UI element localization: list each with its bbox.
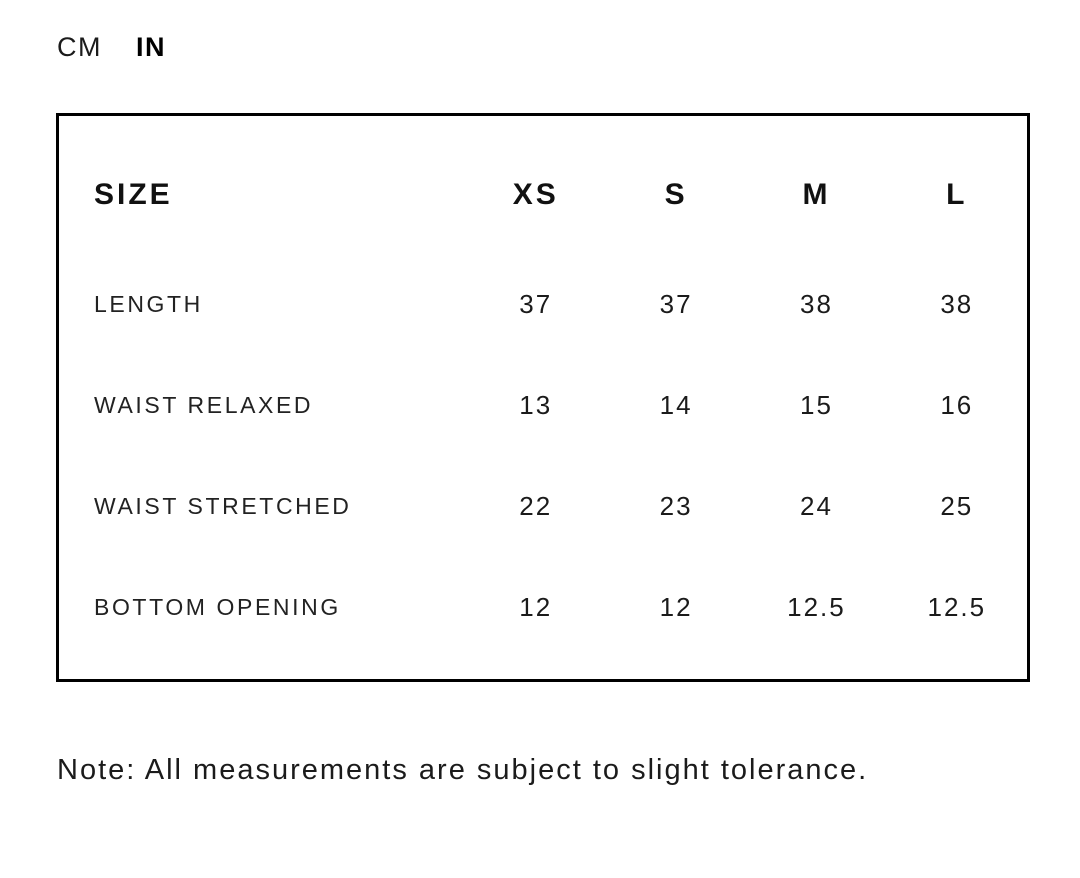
size-chart: SIZE XS S M L LENGTH 37 37 38 38 WAIST RELAXED 13 1… <box>56 113 1030 682</box>
table-row: BOTTOM OPENING 12 12 12.5 12.5 <box>59 557 1027 678</box>
measurement-value: 12.5 <box>927 592 987 622</box>
table-row: WAIST STRETCHED 22 23 24 25 <box>59 456 1027 557</box>
header-row: SIZE XS S M L <box>59 116 1027 254</box>
measurement-value: 23 <box>659 491 693 521</box>
column-header-xs: XS <box>512 178 559 211</box>
measurement-value: 12 <box>659 592 693 622</box>
measurement-value: 37 <box>659 289 693 319</box>
column-header-s: S <box>664 178 688 211</box>
size-table: SIZE XS S M L LENGTH 37 37 38 38 WAIST RELAXED 13 1… <box>59 116 1027 678</box>
measurement-value: 24 <box>799 491 833 521</box>
measurement-value: 13 <box>519 390 553 420</box>
row-label: WAIST STRETCHED <box>94 493 352 519</box>
row-label: WAIST RELAXED <box>94 392 314 418</box>
size-table-body: LENGTH 37 37 38 38 WAIST RELAXED 13 14 15 16 WAIST… <box>59 254 1027 678</box>
row-label: LENGTH <box>94 291 203 317</box>
column-header-size: SIZE <box>94 178 173 211</box>
measurement-value: 16 <box>940 390 974 420</box>
measurement-value: 37 <box>519 289 553 319</box>
measurement-value: 12.5 <box>787 592 846 622</box>
unit-option-in[interactable]: IN <box>136 32 166 62</box>
measurement-value: 14 <box>659 390 693 420</box>
measurement-value: 15 <box>799 390 833 420</box>
unit-option-cm[interactable]: CM <box>57 32 102 62</box>
row-label: BOTTOM OPENING <box>94 594 341 620</box>
measurement-value: 25 <box>940 491 974 521</box>
measurement-value: 22 <box>519 491 553 521</box>
measurement-value: 12 <box>519 592 553 622</box>
tolerance-note: Note: All measurements are subject to sl… <box>57 754 869 786</box>
measurement-value: 38 <box>940 289 974 319</box>
size-table-header: SIZE XS S M L <box>59 116 1027 254</box>
measurement-value: 38 <box>799 289 833 319</box>
column-header-m: M <box>802 178 831 211</box>
table-row: WAIST RELAXED 13 14 15 16 <box>59 355 1027 456</box>
unit-toggle: CM IN <box>57 32 166 63</box>
column-header-l: L <box>946 178 968 211</box>
table-row: LENGTH 37 37 38 38 <box>59 254 1027 355</box>
